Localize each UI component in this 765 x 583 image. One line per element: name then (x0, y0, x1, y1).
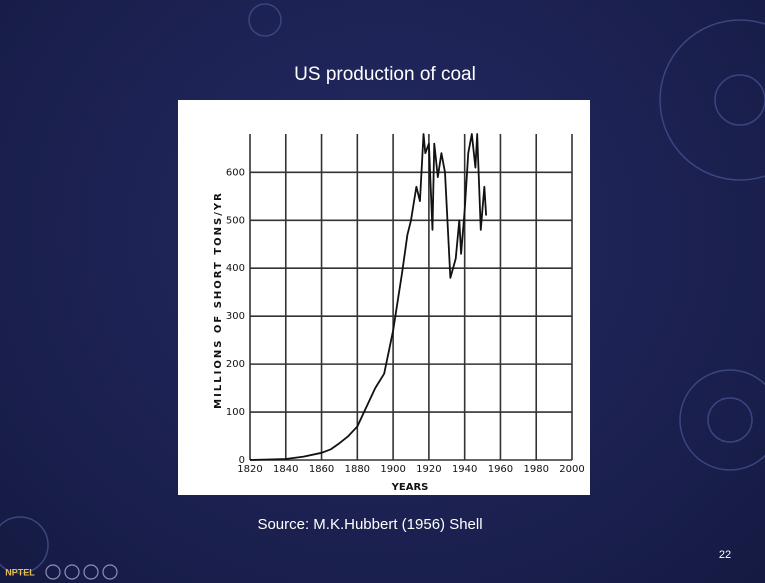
slide: US production of coal YEARS MILLIONS OF … (0, 0, 765, 583)
x-tick-label: 1960 (488, 464, 513, 475)
x-axis-label: YEARS (391, 482, 429, 493)
source: Source: M.K.Hubbert (1956) Shell (257, 516, 482, 533)
x-tick-label: 1900 (380, 464, 405, 475)
y-tick-label: 600 (226, 167, 245, 178)
x-tick-label: 2000 (559, 464, 584, 475)
x-tick-label: 1920 (416, 464, 441, 475)
chart: US production of coal YEARS MILLIONS OF … (0, 0, 765, 583)
x-tick-label: 1840 (273, 464, 298, 475)
x-tick-label: 1880 (345, 464, 370, 475)
toolbar (46, 565, 117, 579)
x-tick-label: 1980 (523, 464, 548, 475)
page-number: 22 (719, 549, 731, 561)
x-tick-label: 1820 (237, 464, 262, 475)
y-tick-label: 200 (226, 359, 245, 370)
y-tick-label: 100 (226, 407, 245, 418)
y-axis-label: MILLIONS OF SHORT TONS/YR (213, 191, 224, 409)
x-tick-label: 1860 (309, 464, 334, 475)
chart-image (178, 100, 590, 495)
slide-title: US production of coal (294, 64, 476, 85)
logo-text: NPTEL (5, 567, 35, 577)
y-tick-label: 300 (226, 311, 245, 322)
y-tick-label: 500 (226, 215, 245, 226)
x-tick-label: 1940 (452, 464, 477, 475)
y-tick-label: 400 (226, 263, 245, 274)
